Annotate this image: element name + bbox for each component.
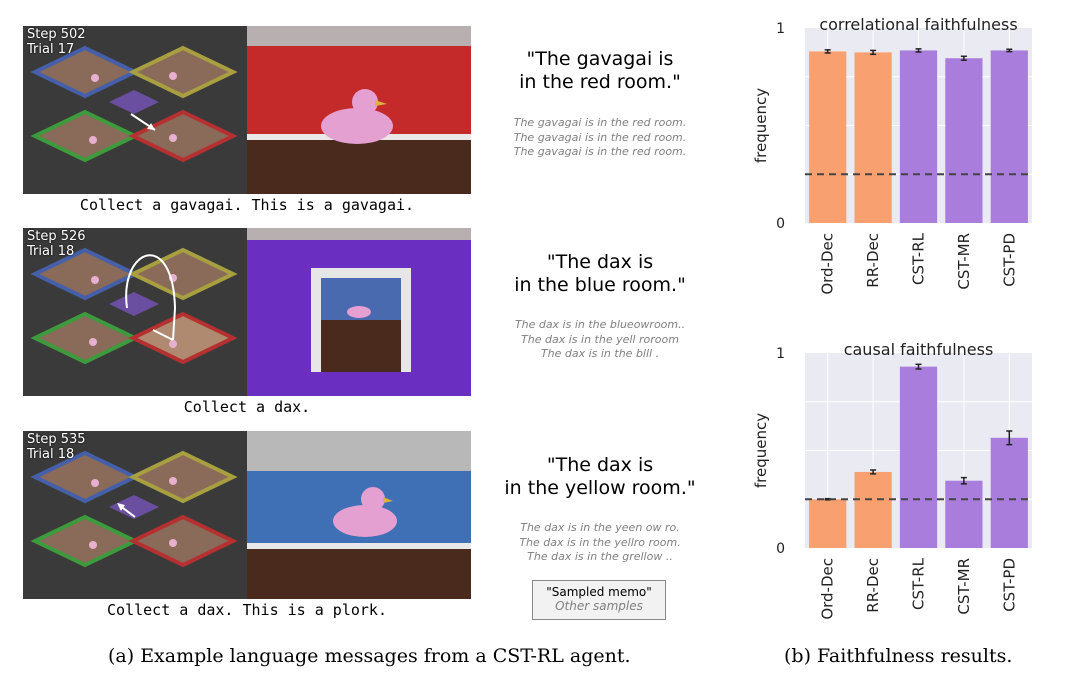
panel-caption-3: Collect a dax. This is a plork.: [107, 601, 387, 619]
x-tick-label: CST-MR: [955, 558, 973, 615]
other-samples-2: The dax is in the blueowroom.. The dax i…: [480, 318, 720, 362]
x-tick-label: CST-RL: [910, 557, 928, 610]
bar-rr-dec: [854, 471, 892, 548]
episode-panel-1: Step 502 Trial 17: [23, 26, 471, 194]
bar-cst-mr: [945, 480, 983, 548]
step-label: Step 535: [27, 432, 86, 447]
y-tick-label: 0: [776, 541, 785, 557]
bar-cst-pd: [990, 50, 1028, 223]
x-tick-label: Ord-Dec: [819, 233, 837, 295]
memo-line: in the red room.": [519, 71, 681, 93]
trial-label: Trial 18: [27, 244, 75, 259]
subcaption-b: (b) Faithfulness results.: [784, 645, 1013, 667]
x-tick-label: CST-PD: [1000, 558, 1018, 612]
bar-ord-dec: [809, 499, 847, 548]
chart-title: correlational faithfulness: [819, 15, 1017, 34]
x-tick-label: RR-Dec: [864, 233, 882, 288]
panel-caption-1: Collect a gavagai. This is a gavagai.: [79, 196, 415, 214]
chart-title: causal faithfulness: [844, 340, 994, 359]
bar-cst-rl: [899, 50, 938, 223]
sample-line: The dax is in the yeen ow ro.: [520, 521, 680, 534]
memo-line: in the yellow room.": [504, 477, 696, 499]
episode-panel-3: Step 535 Trial 18: [23, 431, 471, 599]
legend-primary: "Sampled memo": [546, 585, 652, 599]
sample-line: The dax is in the blueowroom..: [514, 318, 686, 331]
causal-faithfulness-chart: causal faithfulness frequency 0 1 Ord-Dec RR-…: [752, 340, 1032, 620]
trial-label: Trial 17: [27, 42, 75, 57]
panel-caption-2: Collect a dax.: [183, 398, 311, 416]
memo-line: "The dax is: [546, 454, 654, 476]
x-tick-label: CST-MR: [955, 233, 973, 290]
first-person-view: [247, 26, 471, 194]
sampled-memo-1: "The gavagai is in the red room.": [490, 48, 710, 94]
top-down-map: [23, 431, 247, 599]
sample-line: The dax is in the grellow ..: [527, 550, 673, 563]
sample-line: The gavagai is in the red room.: [513, 145, 687, 158]
x-tick-label: CST-RL: [910, 232, 928, 285]
bar-rr-dec: [854, 52, 892, 223]
memo-legend: "Sampled memo" Other samples: [532, 580, 666, 620]
y-axis-label: frequency: [752, 413, 770, 488]
x-tick-label: CST-PD: [1000, 233, 1018, 287]
step-label: Step 502: [27, 27, 86, 42]
y-axis-label: frequency: [752, 88, 770, 163]
sample-line: The dax is in the yellro room.: [519, 535, 681, 549]
subcaption-a: (a) Example language messages from a CST…: [108, 645, 631, 667]
correlational-faithfulness-chart: correlational faithfulness frequency 0 1 Ord…: [752, 15, 1032, 295]
other-samples-3: The dax is in the yeen ow ro. The dax is…: [480, 521, 720, 565]
bar-cst-rl: [899, 366, 938, 548]
x-tick-label: Ord-Dec: [819, 558, 837, 620]
legend-secondary: Other samples: [555, 599, 643, 613]
memo-line: in the blue room.": [514, 274, 686, 296]
bar-ord-dec: [809, 51, 847, 224]
first-person-view: [247, 431, 471, 599]
top-down-map: [23, 26, 247, 194]
sampled-memo-3: "The dax is in the yellow room.": [490, 454, 710, 500]
top-down-map: [23, 228, 247, 396]
trial-label: Trial 18: [27, 447, 75, 462]
bar-cst-pd: [990, 437, 1028, 548]
memo-line: "The gavagai is: [526, 48, 674, 70]
first-person-view: [247, 228, 471, 396]
hud-readout: Step 502 Trial 17: [27, 27, 86, 57]
y-tick-label: 0: [776, 216, 785, 232]
sample-line: The gavagai is in the red room.: [513, 130, 687, 144]
y-tick-label: 1: [776, 346, 785, 362]
bar-cst-mr: [945, 58, 983, 223]
y-tick-label: 1: [776, 21, 785, 37]
sampled-memo-2: "The dax is in the blue room.": [490, 251, 710, 297]
other-samples-1: The gavagai is in the red room. The gava…: [480, 116, 720, 160]
sample-line: The dax is in the blll .: [540, 347, 660, 360]
episode-panel-2: Step 526 Trial 18: [23, 228, 471, 396]
sample-line: The gavagai is in the red room.: [513, 116, 687, 129]
hud-readout: Step 535 Trial 18: [27, 432, 86, 462]
hud-readout: Step 526 Trial 18: [27, 229, 86, 259]
sample-line: The dax is in the yell roroom: [521, 332, 679, 346]
step-label: Step 526: [27, 229, 86, 244]
memo-line: "The dax is: [546, 251, 654, 273]
x-tick-label: RR-Dec: [864, 558, 882, 613]
